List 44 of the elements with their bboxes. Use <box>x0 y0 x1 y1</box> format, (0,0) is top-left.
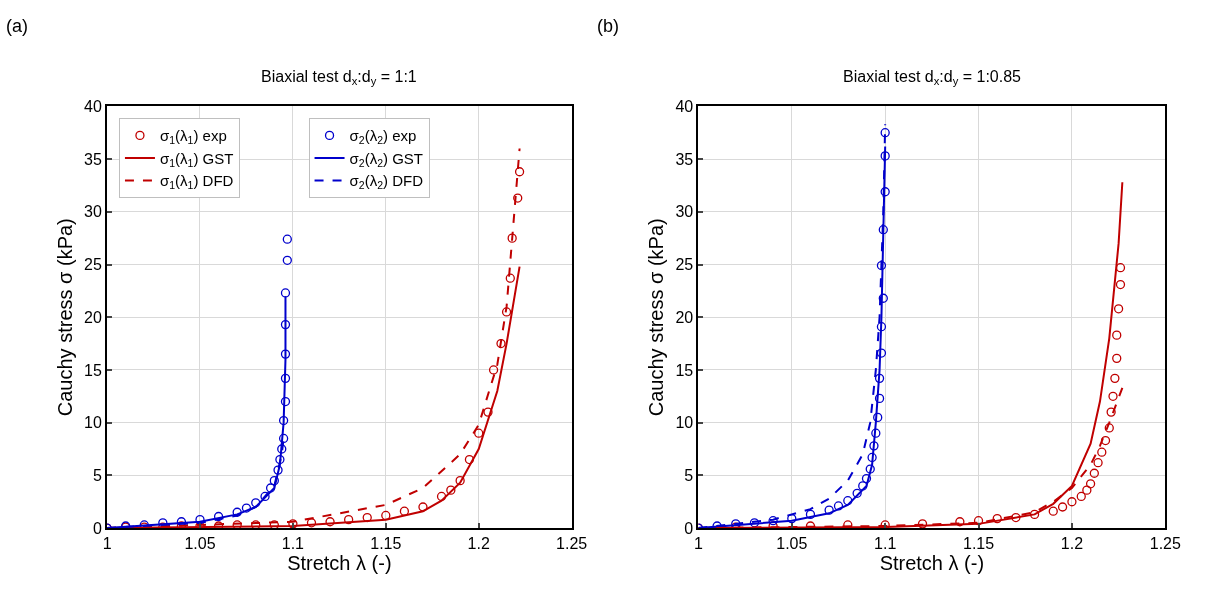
x-tick-label: 1.2 <box>467 535 490 553</box>
legend-label: σ$_{1}$(λ$_{1}$) exp <box>159 127 227 147</box>
legend-label: σ$_{1}$(λ$_{1}$) GST <box>159 149 234 169</box>
y-tick-label: 10 <box>675 414 694 432</box>
x-tick-label: 1.15 <box>370 535 402 553</box>
chart-title: Biaxial test d$_{x}$:d$_{y}$ = 1:0.85 <box>843 68 1022 88</box>
y-tick-label: 15 <box>675 361 694 379</box>
x-tick-label: 1.15 <box>962 535 995 553</box>
y-tick-label: 5 <box>684 466 694 484</box>
legend-label: σ$_{2}$(λ$_{2}$) DFD <box>349 172 424 192</box>
y-tick-label: 30 <box>84 203 102 221</box>
chart-title: Biaxial test d$_{x}$:d$_{y}$ = 1:1 <box>261 68 417 88</box>
y-tick-label: 40 <box>84 97 102 115</box>
y-tick-label: 30 <box>675 203 694 221</box>
y-tick-label: 25 <box>84 256 102 274</box>
x-tick-label: 1.25 <box>556 535 588 553</box>
y-tick-label: 15 <box>84 361 102 379</box>
text: (a) <box>6 16 28 36</box>
x-tick-label: 1.05 <box>776 535 808 553</box>
y-tick-label: 20 <box>84 308 102 326</box>
y-tick-label: 10 <box>84 414 102 432</box>
x-tick-label: 1.25 <box>1149 535 1181 553</box>
y-axis-title: Cauchy stress σ (kPa) <box>54 218 77 417</box>
x-axis-title: Stretch λ (-) <box>287 552 392 575</box>
y-tick-label: 35 <box>675 150 694 168</box>
x-tick-label: 1.05 <box>184 535 216 553</box>
x-tick-label: 1.1 <box>874 535 897 553</box>
y-tick-label: 25 <box>675 256 694 274</box>
y-axis-title: Cauchy stress σ (kPa) <box>645 218 668 417</box>
y-tick-label: 35 <box>84 150 102 168</box>
x-axis-title: Stretch λ (-) <box>879 552 985 575</box>
x-tick-label: 1 <box>102 535 112 553</box>
y-tick-label: 5 <box>92 466 102 484</box>
y-tick-label: 0 <box>92 519 102 537</box>
legend-label: σ$_{2}$(λ$_{2}$) GST <box>349 149 423 169</box>
legend-label: σ$_{2}$(λ$_{2}$) exp <box>349 127 417 147</box>
text: (b) <box>597 16 619 36</box>
x-tick-label: 1.1 <box>281 535 305 553</box>
y-tick-label: 40 <box>675 97 694 115</box>
legend-label: σ$_{1}$(λ$_{1}$) DFD <box>159 172 234 192</box>
x-tick-label: 1 <box>693 535 703 553</box>
y-tick-label: 20 <box>675 308 694 326</box>
y-tick-label: 0 <box>684 519 694 537</box>
x-tick-label: 1.2 <box>1060 535 1084 553</box>
